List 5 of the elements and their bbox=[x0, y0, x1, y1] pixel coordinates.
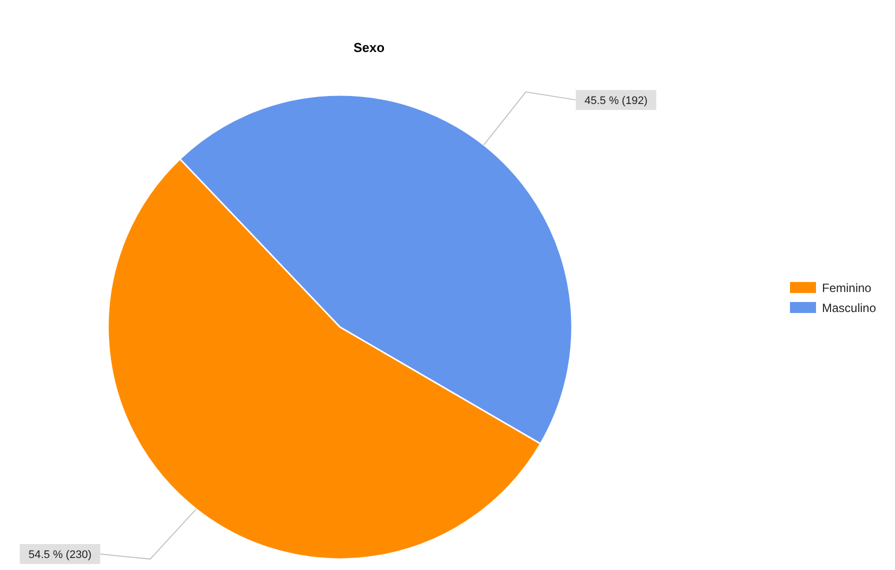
data-label: 54.5 % (230) bbox=[28, 549, 92, 562]
chart-title: Sexo bbox=[353, 40, 385, 55]
legend-label: Feminino bbox=[822, 281, 872, 295]
data-label: 45.5 % (192) bbox=[584, 94, 648, 107]
legend-label: Masculino bbox=[822, 301, 876, 315]
